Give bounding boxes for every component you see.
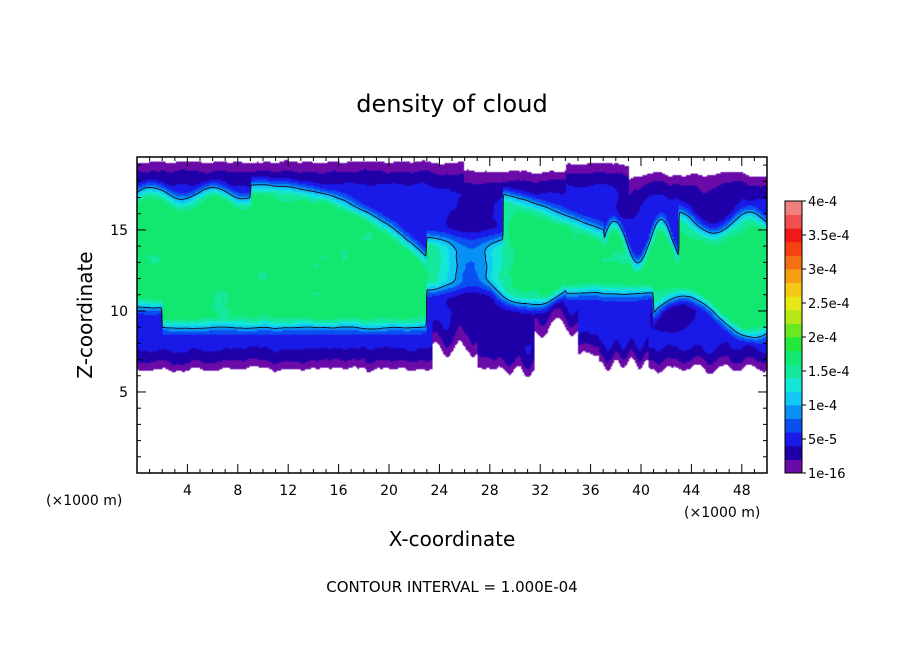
colorbar: 1e-16 5e-5 1e-4 1.5e-4 2e-4 2.5e-4 3e-4 3.5e-4 4… (784, 195, 850, 482)
colorbar-label: 1e-16 (808, 467, 846, 482)
x-tick-label: 32 (531, 483, 549, 499)
x-unit-note-left: (×1000 m) (46, 493, 122, 509)
x-tick-label: 12 (279, 483, 297, 499)
colorbar-swatch (785, 377, 802, 392)
colorbar-swatch (785, 337, 802, 351)
colorbar-label: 1.5e-4 (808, 365, 850, 380)
colorbar-swatch (785, 201, 802, 215)
colorbar-label: 5e-5 (808, 433, 837, 448)
x-axis-ticks: 4 8 12 16 20 24 28 32 36 40 44 48 (149, 157, 755, 499)
x-tick-label: 36 (582, 483, 600, 499)
colorbar-swatch (785, 432, 802, 447)
colorbar-swatch (785, 364, 802, 379)
colorbar-swatch (785, 241, 802, 256)
colorbar-label: 3.5e-4 (808, 229, 850, 244)
contour-lines (136, 184, 768, 338)
density-field (137, 157, 767, 473)
colorbar-swatch (785, 459, 802, 474)
colorbar-label: 1e-4 (808, 399, 837, 414)
colorbar-label: 2e-4 (808, 331, 837, 346)
chart-title: density of cloud (356, 90, 547, 118)
colorbar-swatch (785, 282, 802, 297)
x-tick-label: 40 (632, 483, 650, 499)
x-tick-label: 44 (682, 483, 700, 499)
x-tick-label: 48 (733, 483, 751, 499)
x-tick-label: 4 (183, 483, 192, 499)
colorbar-label: 2.5e-4 (808, 297, 850, 312)
x-tick-label: 8 (233, 483, 242, 499)
colorbar-swatch (785, 309, 802, 324)
colorbar-label: 4e-4 (808, 195, 837, 210)
colorbar-swatch (785, 350, 802, 365)
x-tick-label: 28 (481, 483, 499, 499)
x-unit-note-right: (×1000 m) (684, 505, 760, 521)
colorbar-swatch (785, 418, 802, 433)
x-axis-label: X-coordinate (389, 527, 516, 551)
contour-line (136, 184, 768, 338)
y-tick-label: 15 (110, 223, 128, 239)
colorbar-label: 3e-4 (808, 263, 837, 278)
y-tick-label: 5 (119, 385, 128, 401)
colorbar-swatch (785, 228, 802, 243)
colorbar-swatch (785, 445, 802, 460)
x-tick-label: 20 (380, 483, 398, 499)
colorbar-swatch (785, 255, 802, 270)
x-tick-label: 24 (430, 483, 448, 499)
y-axis-label: Z-coordinate (73, 251, 97, 378)
contour-interval-note: CONTOUR INTERVAL = 1.000E-04 (326, 578, 577, 596)
colorbar-swatch (785, 391, 802, 406)
colorbar-swatch (785, 269, 802, 283)
y-tick-label: 10 (110, 304, 128, 320)
colorbar-swatch (785, 214, 802, 229)
colorbar-swatch (785, 296, 802, 311)
y-axis-ticks: 5 10 15 (110, 164, 767, 458)
colorbar-swatch (785, 323, 802, 338)
x-tick-label: 16 (330, 483, 348, 499)
colorbar-swatch (785, 405, 802, 419)
